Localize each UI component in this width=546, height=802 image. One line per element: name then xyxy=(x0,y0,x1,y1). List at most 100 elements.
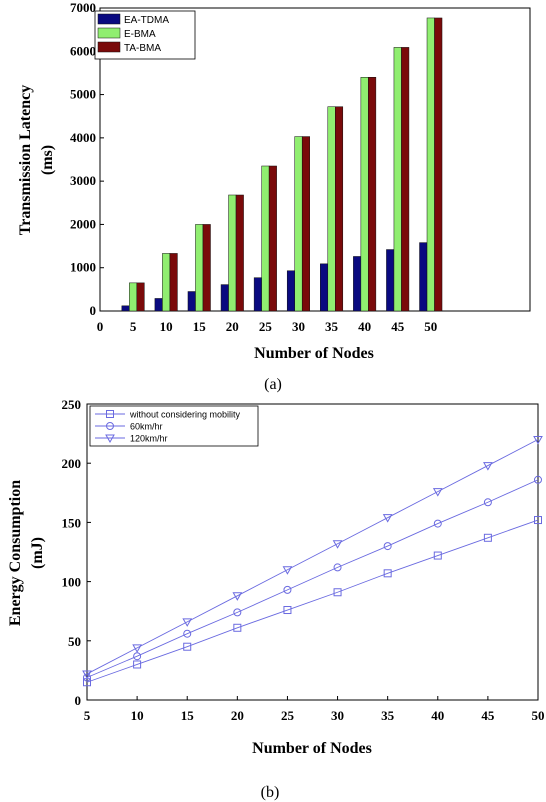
bar-ea-tdma xyxy=(154,298,163,312)
bar-ea-tdma xyxy=(353,256,362,312)
caption: (b) xyxy=(261,784,280,801)
data-point-circle xyxy=(283,585,292,594)
bar-ta-bma xyxy=(235,194,244,312)
bar-e-bma xyxy=(327,106,336,312)
legend: without considering mobility 60km/hr 120km… xyxy=(89,405,259,447)
legend-label: TA-BMA xyxy=(124,43,161,54)
data-point-square xyxy=(383,569,392,578)
y-tick-label: 4000 xyxy=(70,130,96,145)
y-axis-label-line: (mJ) xyxy=(29,537,46,569)
y-axis-label-line: Energy Consumption xyxy=(7,480,24,626)
data-point-triangle xyxy=(382,514,393,523)
data-point-triangle xyxy=(82,670,92,679)
y-axis-label-line: Transmission Latency xyxy=(17,85,34,235)
data-point-circle xyxy=(383,542,392,551)
x-tick-label: 20 xyxy=(226,319,239,334)
bar-e-bma xyxy=(228,194,237,312)
bar-ta-bma xyxy=(401,47,410,312)
data-point-triangle xyxy=(232,592,243,601)
data-point-circle xyxy=(534,475,542,484)
bar-ta-bma xyxy=(268,165,277,312)
bar-ta-bma xyxy=(335,106,344,312)
y-axis-label: Energy Consumption (mJ) xyxy=(7,480,46,626)
bar-ta-bma xyxy=(202,224,211,312)
y-tick-label: 50 xyxy=(68,634,81,649)
bar-e-bma xyxy=(129,282,138,312)
bar-ta-bma xyxy=(368,77,377,312)
bar-ea-tdma xyxy=(386,249,395,312)
series-line-circle xyxy=(86,479,539,678)
y-tick-label: 3000 xyxy=(70,173,96,188)
bar-e-bma xyxy=(261,165,270,312)
x-tick-label: 25 xyxy=(259,319,273,334)
data-point-triangle xyxy=(533,436,543,445)
bar-e-bma xyxy=(162,253,171,312)
data-point-triangle xyxy=(282,566,293,575)
data-point-circle xyxy=(483,498,492,507)
x-tick-label: 10 xyxy=(160,319,173,334)
bar-ea-tdma xyxy=(419,242,428,312)
bar-e-bma xyxy=(426,17,435,312)
bar-ea-tdma xyxy=(320,263,329,312)
y-tick-label: 6000 xyxy=(70,43,96,58)
x-tick-label: 25 xyxy=(281,708,295,723)
y-tick-label: 0 xyxy=(75,693,82,708)
x-axis-label: Number of Nodes xyxy=(252,740,372,757)
bar-ta-bma xyxy=(434,17,443,312)
x-tick-label: 0 xyxy=(97,319,104,334)
data-point-triangle xyxy=(332,540,343,549)
legend-marker xyxy=(106,410,114,418)
series-line-square xyxy=(86,519,539,683)
legend-swatch xyxy=(97,13,121,25)
x-tick-label: 30 xyxy=(331,708,344,723)
y-tick-label: 5000 xyxy=(70,87,96,102)
bar-ea-tdma xyxy=(220,284,229,312)
data-point-square xyxy=(283,606,292,615)
bar-e-bma xyxy=(294,136,303,312)
data-point-square xyxy=(133,660,142,669)
data-point-circle xyxy=(233,608,242,617)
x-tick-label: 5 xyxy=(130,319,137,334)
x-tick-label: 15 xyxy=(181,708,195,723)
bar-e-bma xyxy=(360,77,369,312)
data-point-square xyxy=(483,533,492,542)
y-tick-label: 0 xyxy=(90,303,97,318)
x-tick-label: 45 xyxy=(481,708,495,723)
y-tick-label: 2000 xyxy=(70,216,96,231)
series-line-triangle xyxy=(86,439,539,675)
y-tick-label: 150 xyxy=(62,515,82,530)
bar-ta-bma xyxy=(301,136,310,312)
y-tick-label: 100 xyxy=(62,575,82,590)
data-point-circle xyxy=(433,519,442,528)
data-point-circle xyxy=(183,629,192,638)
data-point-circle xyxy=(333,563,342,572)
x-tick-label: 50 xyxy=(532,708,545,723)
x-tick-label: 5 xyxy=(84,708,91,723)
y-axis-label-line: (ms) xyxy=(39,145,56,175)
legend-swatch xyxy=(97,27,121,39)
caption: (a) xyxy=(264,376,282,393)
legend-marker xyxy=(106,422,114,430)
y-tick-label: 200 xyxy=(62,456,82,471)
x-tick-label: 10 xyxy=(131,708,144,723)
data-point-square xyxy=(233,623,242,632)
y-tick-label: 250 xyxy=(62,397,82,412)
legend-label: E-BMA xyxy=(124,29,156,40)
y-axis-label: Transmission Latency (ms) xyxy=(17,85,56,235)
data-point-square xyxy=(183,642,192,651)
x-tick-label: 45 xyxy=(391,319,405,334)
legend-label: without considering mobility xyxy=(129,410,241,420)
y-tick-label: 1000 xyxy=(70,260,96,275)
data-point-circle xyxy=(83,673,91,682)
x-tick-label: 35 xyxy=(381,708,395,723)
data-point-triangle xyxy=(483,462,493,471)
data-point-square xyxy=(433,551,442,560)
bar-e-bma xyxy=(393,47,402,312)
x-axis-label: Number of Nodes xyxy=(254,345,374,362)
y-tick-label: 7000 xyxy=(70,0,96,15)
x-tick-label: 20 xyxy=(231,708,244,723)
bar-ea-tdma xyxy=(286,270,295,312)
data-point-square xyxy=(333,588,342,597)
data-point-triangle xyxy=(182,618,193,627)
